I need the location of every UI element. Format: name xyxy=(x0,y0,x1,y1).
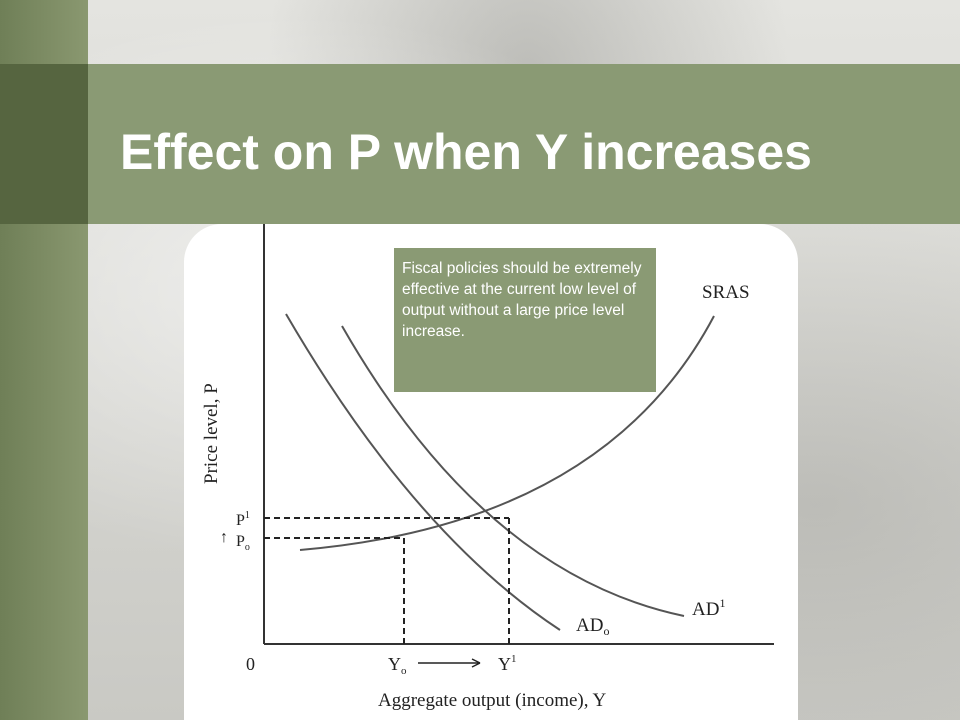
sras-label: SRAS xyxy=(702,282,750,303)
y1-tick-label: Y1 xyxy=(498,653,517,674)
y-axis-title: Price level, P xyxy=(201,383,222,484)
slide-title: Effect on P when Y increases xyxy=(120,112,812,192)
left-accent-block xyxy=(0,64,88,224)
ad0-label: ADo xyxy=(576,615,609,638)
origin-label: 0 xyxy=(246,654,255,674)
output-increase-arrow xyxy=(418,659,480,667)
callout-note: Fiscal policies should be extremely effe… xyxy=(394,248,656,392)
p1-tick-label: P1 xyxy=(236,510,250,529)
price-increase-arrow: ↑ xyxy=(220,529,228,546)
p0-tick-label: Po xyxy=(236,533,250,553)
y0-tick-label: Yo xyxy=(388,654,407,677)
ad1-label: AD1 xyxy=(692,596,725,620)
x-axis-title: Aggregate output (income), Y xyxy=(378,690,607,711)
